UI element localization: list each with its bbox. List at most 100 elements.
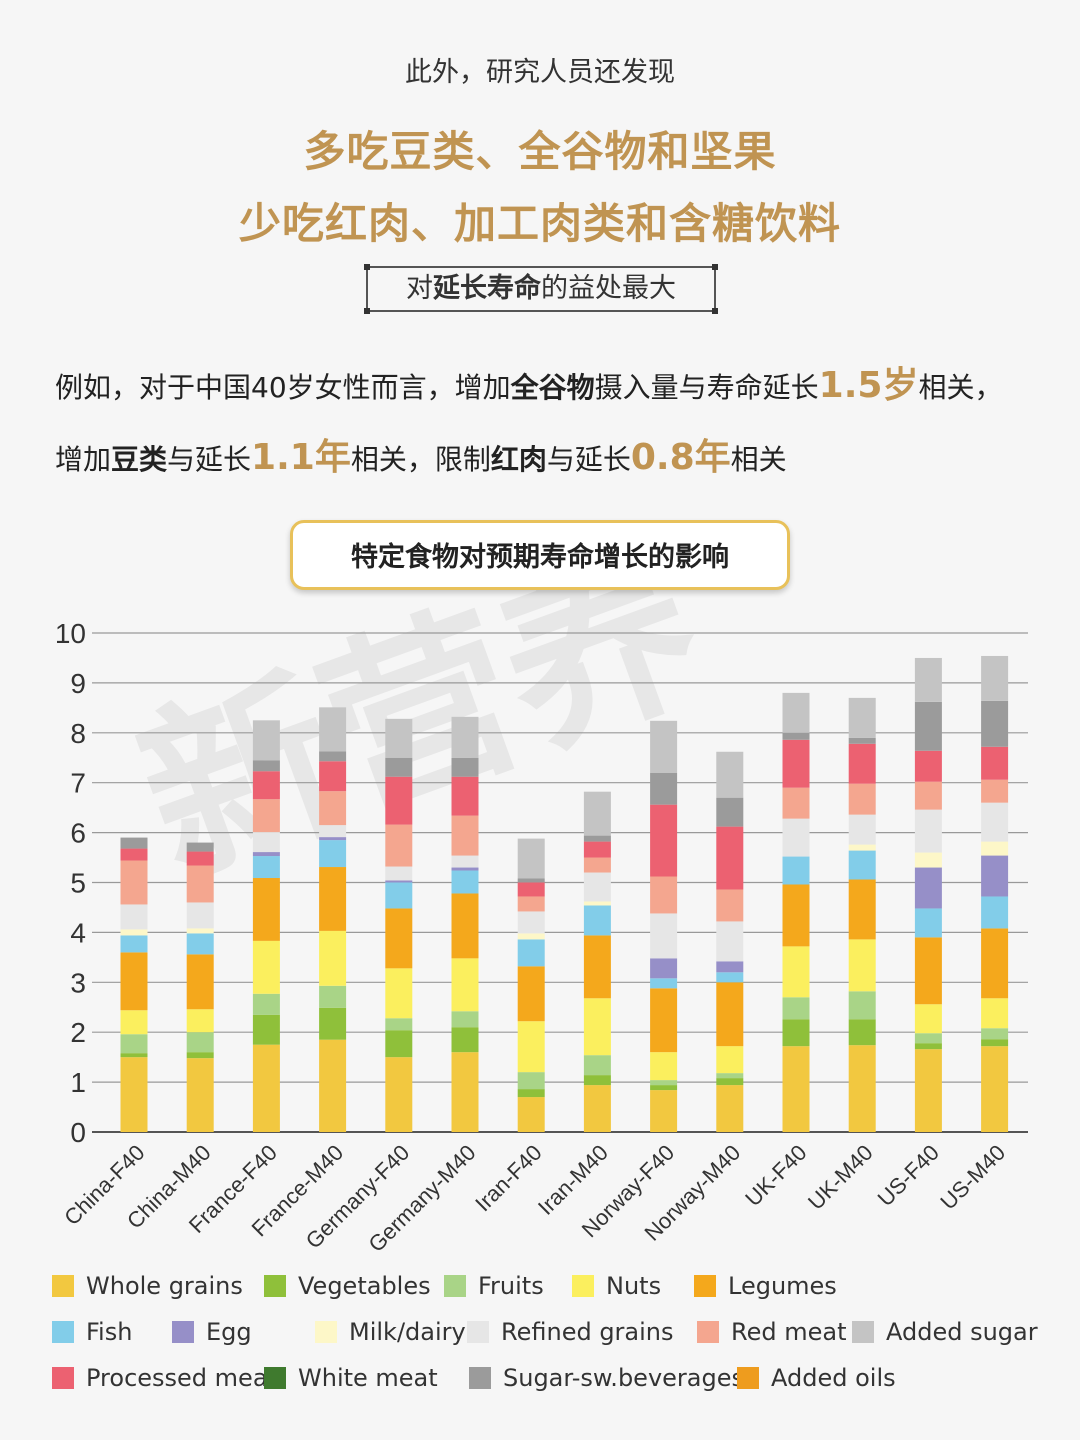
legend-item: Fish xyxy=(52,1318,132,1346)
bar-segment-sugar-sw-beverages xyxy=(517,878,545,883)
bar-segment-whole-grains xyxy=(319,1039,347,1132)
bar-segment-fish xyxy=(385,882,413,909)
legend-label: Milk/dairy xyxy=(349,1318,466,1346)
bar-segment-sugar-sw-beverages xyxy=(716,797,744,827)
bar-segment-red-meat xyxy=(385,824,413,867)
bar-segment-vegetables xyxy=(120,1053,148,1058)
bar-segment-sugar-sw-beverages xyxy=(451,757,479,777)
bar-segment-fish xyxy=(120,935,148,953)
legend-swatch xyxy=(264,1275,286,1297)
x-tick-label: US-F40 xyxy=(873,1140,944,1211)
bar-segment-fish xyxy=(848,850,876,880)
paragraph-segment: 豆类 xyxy=(111,443,168,476)
legend-item: Sugar-sw.beverages xyxy=(469,1364,744,1392)
legend-label: White meat xyxy=(298,1364,438,1392)
headline-2: 少吃红肉、加工肉类和含糖饮料 xyxy=(238,199,841,248)
bar-segment-sugar-sw-beverages xyxy=(385,757,413,777)
bar-segment-nuts xyxy=(186,1009,214,1033)
bar-segment-fruits xyxy=(319,985,347,1008)
bar-segment-fruits xyxy=(385,1018,413,1031)
bar-segment-nuts xyxy=(650,1052,678,1081)
bar-segment-refined-grains xyxy=(120,904,148,930)
bar-segment-vegetables xyxy=(319,1007,347,1040)
bar-segment-fish xyxy=(583,905,611,936)
paragraph-segment: 增加 xyxy=(55,443,112,476)
bar-segment-vegetables xyxy=(385,1030,413,1058)
paragraph-segment: 例如，对于中国40岁女性而言，增加 xyxy=(55,371,511,404)
bar-segment-nuts xyxy=(848,939,876,992)
legend-item: Vegetables xyxy=(264,1272,431,1300)
legend-label: Whole grains xyxy=(86,1272,243,1300)
bar-segment-red-meat xyxy=(650,876,678,914)
bar-segment-processed-meat xyxy=(650,804,678,877)
bar-segment-vegetables xyxy=(252,1014,280,1045)
bar-segment-fruits xyxy=(782,997,810,1020)
paragraph-segment: 1.1年 xyxy=(251,437,351,478)
bar-segment-processed-meat xyxy=(186,851,214,866)
bar-segment-legumes xyxy=(914,937,942,1005)
legend-item: White meat xyxy=(264,1364,438,1392)
legend-item: Legumes xyxy=(694,1272,837,1300)
paragraph-segment: 相关， xyxy=(918,371,1003,404)
bar-segment-red-meat xyxy=(120,860,148,905)
bar-segment-added-sugar xyxy=(252,720,280,761)
bar-segment-red-meat xyxy=(451,815,479,856)
y-tick-label: 8 xyxy=(70,718,86,749)
legend-swatch xyxy=(697,1321,719,1343)
legend-item: Refined grains xyxy=(467,1318,674,1346)
bar-segment-egg xyxy=(650,958,678,979)
bar-segment-red-meat xyxy=(583,857,611,873)
bar-segment-whole-grains xyxy=(451,1052,479,1132)
bar-segment-red-meat xyxy=(252,799,280,833)
bar-segment-sugar-sw-beverages xyxy=(319,751,347,762)
bar-segment-milk-dairy xyxy=(914,852,942,868)
bar-segment-processed-meat xyxy=(385,776,413,825)
legend-swatch xyxy=(264,1367,286,1389)
bar-segment-whole-grains xyxy=(517,1097,545,1132)
bar-segment-added-sugar xyxy=(319,707,347,752)
bar-segment-fruits xyxy=(252,993,280,1015)
paragraph-segment: 红肉 xyxy=(490,443,547,476)
legend-item: Processed meat xyxy=(52,1364,277,1392)
legend-swatch xyxy=(467,1321,489,1343)
bar-segment-processed-meat xyxy=(451,776,479,816)
bar-segment-fish xyxy=(981,896,1009,929)
bar-segment-processed-meat xyxy=(319,761,347,792)
boxed-subtitle: 对延长寿命的益处最大 xyxy=(364,264,718,314)
legend-item: Fruits xyxy=(444,1272,544,1300)
bar-segment-refined-grains xyxy=(252,832,280,853)
bar-segment-legumes xyxy=(583,935,611,999)
bar-segment-nuts xyxy=(517,1021,545,1073)
bar-segment-processed-meat xyxy=(517,882,545,897)
bar-segment-milk-dairy xyxy=(583,901,611,906)
bar-segment-egg xyxy=(319,837,347,841)
paragraph-segment: 相关，限制 xyxy=(350,443,491,476)
bar-segment-sugar-sw-beverages xyxy=(981,700,1009,747)
bar-segment-refined-grains xyxy=(914,809,942,853)
bar-segment-egg xyxy=(252,852,280,857)
bar-segment-nuts xyxy=(782,946,810,998)
bar-segment-added-sugar xyxy=(848,697,876,738)
bar-segment-refined-grains xyxy=(385,866,413,881)
bar-segment-whole-grains xyxy=(848,1045,876,1132)
intro-text: 此外，研究人员还发现 xyxy=(405,57,675,88)
legend-label: Added oils xyxy=(771,1364,896,1392)
bar-segment-added-sugar xyxy=(385,718,413,758)
legend-swatch xyxy=(315,1321,337,1343)
bar-segment-fruits xyxy=(517,1072,545,1090)
bar-segment-milk-dairy xyxy=(848,844,876,851)
legend-label: Vegetables xyxy=(298,1272,431,1300)
bar-segment-sugar-sw-beverages xyxy=(782,732,810,740)
paragraph-segment: 1.5岁 xyxy=(818,365,919,406)
x-tick-label: US-M40 xyxy=(935,1140,1010,1215)
bar-segment-nuts xyxy=(120,1010,148,1035)
bar-segment-legumes xyxy=(517,966,545,1022)
bar-segment-nuts xyxy=(319,930,347,986)
y-tick-label: 7 xyxy=(70,768,86,799)
bar-segment-vegetables xyxy=(914,1043,942,1050)
bar-segment-legumes xyxy=(385,908,413,969)
bar-segment-egg xyxy=(981,855,1009,897)
bar-segment-nuts xyxy=(914,1004,942,1034)
bar-segment-fish xyxy=(716,972,744,983)
bar-segment-refined-grains xyxy=(583,872,611,902)
